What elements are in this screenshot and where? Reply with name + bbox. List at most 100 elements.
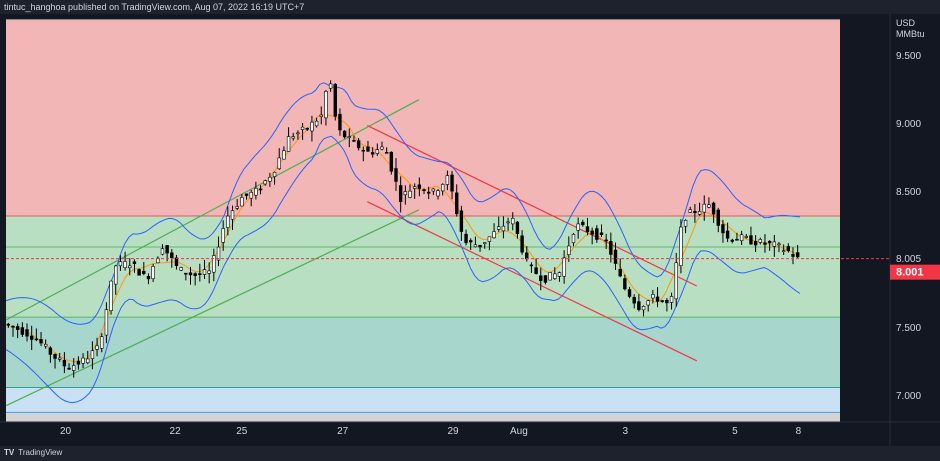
candle-body bbox=[571, 234, 576, 244]
candle-body bbox=[114, 265, 118, 285]
candle-body bbox=[104, 309, 109, 336]
candle-body bbox=[739, 234, 744, 241]
x-tick-label: 22 bbox=[170, 426, 182, 437]
tradingview-logo[interactable]: TV TradingView bbox=[4, 448, 62, 457]
candle-body bbox=[370, 152, 375, 155]
candle-body bbox=[646, 300, 650, 306]
candle-body bbox=[660, 300, 664, 302]
candle-body bbox=[483, 242, 487, 244]
x-tick-label: 27 bbox=[337, 426, 349, 437]
candle-body bbox=[310, 121, 314, 132]
candle-body bbox=[272, 171, 277, 177]
y-tick-label: 7.500 bbox=[896, 323, 921, 334]
candle-body bbox=[235, 206, 239, 209]
candle-body bbox=[20, 327, 25, 335]
candle-body bbox=[132, 261, 137, 265]
candle-body bbox=[604, 239, 608, 242]
candle-body bbox=[450, 174, 454, 192]
candle-body bbox=[184, 272, 188, 275]
candle-body bbox=[697, 211, 702, 215]
candle-body bbox=[529, 264, 534, 267]
candle-body bbox=[553, 273, 557, 279]
candle-body bbox=[511, 218, 515, 225]
candle-body bbox=[440, 184, 445, 192]
candle-body bbox=[352, 140, 356, 142]
candle-body bbox=[254, 187, 258, 196]
candle-body bbox=[707, 204, 711, 208]
candle-body bbox=[744, 236, 748, 238]
candle-body bbox=[469, 240, 473, 243]
candle-body bbox=[319, 114, 323, 117]
candle-body bbox=[426, 191, 431, 194]
candle-body bbox=[562, 257, 566, 277]
candle-body bbox=[347, 136, 351, 138]
bollinger-upper bbox=[5, 82, 801, 325]
candle-body bbox=[212, 255, 216, 273]
candle-body bbox=[641, 306, 646, 311]
channel-down-line-0 bbox=[367, 124, 698, 287]
candle-body bbox=[81, 357, 85, 364]
candle-body bbox=[520, 235, 524, 253]
candle-body bbox=[277, 157, 281, 170]
y-tick-label: 8.005 bbox=[896, 254, 921, 265]
candle-body bbox=[286, 136, 291, 152]
candle-body bbox=[473, 244, 478, 248]
candle-body bbox=[777, 243, 781, 246]
tv-logo-icon: TV bbox=[4, 448, 15, 457]
candle-body bbox=[459, 210, 464, 232]
last-price-tag-text: 8.001 bbox=[896, 267, 924, 279]
x-tick-label: 20 bbox=[60, 426, 72, 437]
candle-body bbox=[539, 275, 543, 282]
candle-body bbox=[445, 175, 450, 185]
candle-body bbox=[721, 224, 725, 234]
candle-body bbox=[683, 220, 688, 227]
footer-bar: TV TradingView bbox=[0, 446, 940, 461]
candle-body bbox=[230, 210, 235, 220]
candle-body bbox=[128, 265, 132, 269]
candle-body bbox=[763, 242, 767, 245]
candle-body bbox=[436, 190, 440, 197]
candle-body bbox=[361, 149, 365, 152]
candle-body bbox=[221, 228, 225, 243]
candle-body bbox=[609, 241, 613, 255]
candle-body bbox=[599, 232, 604, 235]
fib-zone-3 bbox=[6, 387, 840, 413]
candle-body bbox=[58, 357, 62, 360]
candle-body bbox=[525, 252, 529, 260]
candle-body bbox=[781, 250, 786, 252]
candle-body bbox=[328, 83, 333, 89]
candle-body bbox=[240, 197, 244, 207]
candle-body bbox=[576, 223, 580, 231]
candle-body bbox=[100, 336, 104, 349]
candle-body bbox=[716, 209, 720, 226]
price-chart[interactable]: 0(9.759)0.33(8.315)0.382(8.087)0.5(7.571… bbox=[0, 14, 940, 446]
candle-body bbox=[305, 128, 309, 130]
candle-body bbox=[137, 269, 141, 276]
candle-body bbox=[492, 231, 496, 239]
candle-body bbox=[342, 130, 347, 138]
candle-body bbox=[198, 273, 202, 275]
candle-body bbox=[422, 189, 426, 191]
candle-body bbox=[557, 272, 562, 277]
y-tick-label: 7.000 bbox=[896, 391, 921, 402]
candle-body bbox=[618, 268, 622, 277]
ema-line bbox=[5, 114, 801, 362]
candle-body bbox=[146, 276, 151, 280]
candle-body bbox=[506, 221, 510, 224]
x-tick-label: 8 bbox=[796, 426, 802, 437]
candle-body bbox=[170, 252, 174, 258]
candle-body bbox=[202, 269, 207, 275]
last-price-tag bbox=[890, 264, 940, 280]
candle-body bbox=[651, 293, 655, 299]
candle-body bbox=[735, 238, 739, 241]
candle-body bbox=[375, 149, 380, 154]
candle-body bbox=[515, 221, 520, 235]
publisher-text: tintuc_hanghoa published on TradingView.… bbox=[4, 2, 305, 12]
candle-body bbox=[118, 261, 123, 267]
candle-body bbox=[767, 240, 772, 244]
candle-body bbox=[688, 209, 692, 213]
candle-body bbox=[665, 299, 669, 304]
candle-body bbox=[398, 185, 403, 202]
candle-body bbox=[95, 345, 99, 350]
x-tick-label: 3 bbox=[623, 426, 629, 437]
